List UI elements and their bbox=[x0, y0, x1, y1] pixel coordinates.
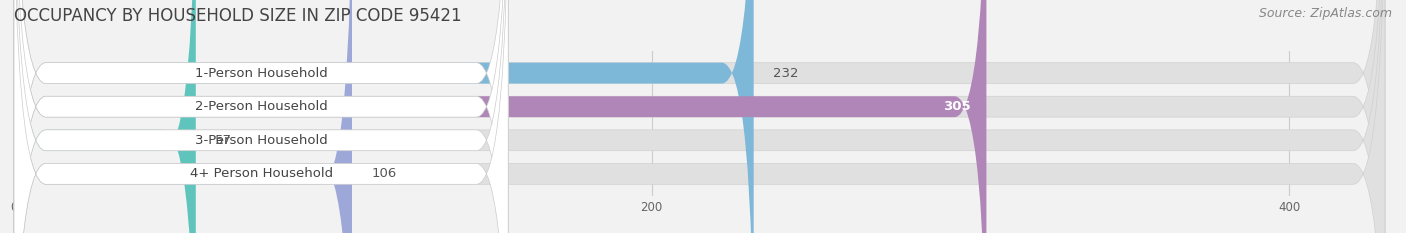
FancyBboxPatch shape bbox=[14, 0, 1385, 233]
FancyBboxPatch shape bbox=[14, 0, 508, 233]
Text: 3-Person Household: 3-Person Household bbox=[195, 134, 328, 147]
Text: 1-Person Household: 1-Person Household bbox=[195, 67, 328, 80]
FancyBboxPatch shape bbox=[14, 0, 1385, 233]
Text: 232: 232 bbox=[773, 67, 799, 80]
Text: 2-Person Household: 2-Person Household bbox=[195, 100, 328, 113]
FancyBboxPatch shape bbox=[14, 0, 508, 233]
Text: 4+ Person Household: 4+ Person Household bbox=[190, 167, 333, 180]
Text: Source: ZipAtlas.com: Source: ZipAtlas.com bbox=[1258, 7, 1392, 20]
Text: 305: 305 bbox=[943, 100, 970, 113]
FancyBboxPatch shape bbox=[14, 0, 352, 233]
Text: 57: 57 bbox=[215, 134, 232, 147]
FancyBboxPatch shape bbox=[14, 0, 1385, 233]
FancyBboxPatch shape bbox=[14, 0, 1385, 233]
FancyBboxPatch shape bbox=[14, 0, 508, 233]
FancyBboxPatch shape bbox=[14, 0, 754, 233]
FancyBboxPatch shape bbox=[14, 0, 508, 233]
FancyBboxPatch shape bbox=[14, 0, 987, 233]
Text: OCCUPANCY BY HOUSEHOLD SIZE IN ZIP CODE 95421: OCCUPANCY BY HOUSEHOLD SIZE IN ZIP CODE … bbox=[14, 7, 461, 25]
FancyBboxPatch shape bbox=[14, 0, 195, 233]
Text: 106: 106 bbox=[371, 167, 396, 180]
